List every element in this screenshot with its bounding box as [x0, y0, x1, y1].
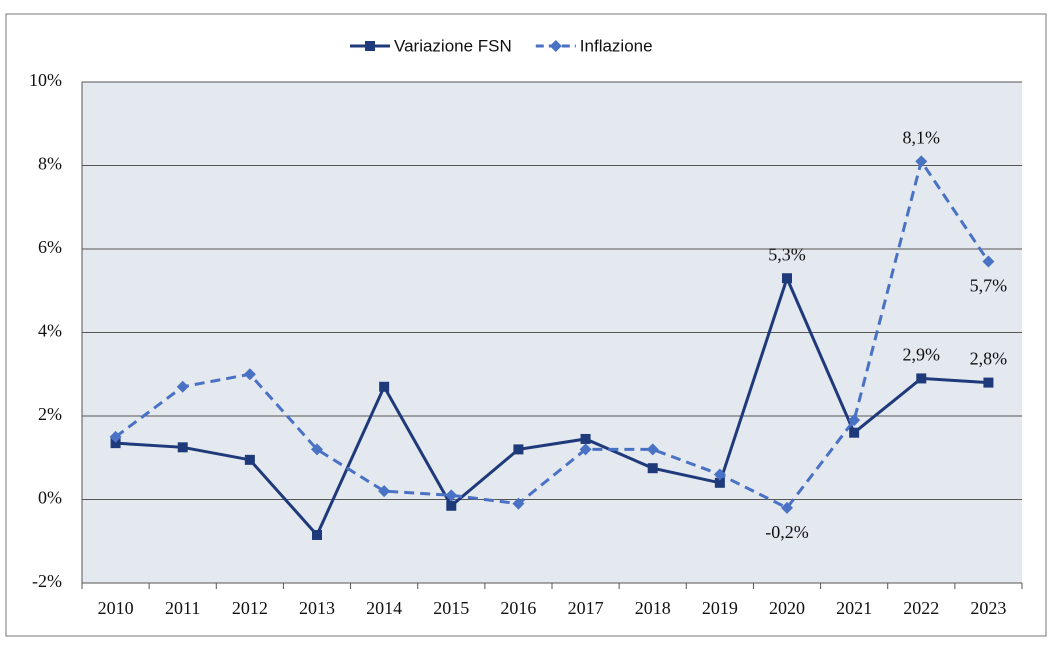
- marker: [781, 501, 793, 514]
- data-label: 8,1%: [903, 127, 941, 147]
- x-tick-label: 2018: [635, 598, 671, 618]
- marker: [110, 438, 121, 449]
- y-tick-label: 10%: [29, 70, 62, 90]
- marker: [445, 489, 458, 502]
- marker: [378, 485, 391, 498]
- x-tick-label: 2014: [366, 598, 402, 618]
- marker: [916, 373, 927, 384]
- x-tick-label: 2017: [568, 598, 604, 618]
- legend-label: Variazione FSN: [394, 36, 512, 55]
- series-line: [114, 157, 990, 510]
- marker: [982, 255, 995, 268]
- legend-marker: [365, 41, 375, 51]
- series-line: [115, 274, 989, 538]
- y-tick-label: 8%: [38, 154, 62, 174]
- marker: [379, 381, 390, 392]
- marker: [176, 380, 189, 393]
- x-tick-label: 2022: [903, 598, 939, 618]
- marker: [513, 444, 524, 455]
- marker: [915, 155, 928, 168]
- legend-label: Inflazione: [580, 36, 653, 55]
- x-tick-label: 2023: [970, 598, 1006, 618]
- marker: [647, 463, 658, 474]
- marker: [849, 427, 860, 438]
- marker: [109, 430, 122, 443]
- marker: [713, 468, 726, 481]
- marker: [579, 443, 592, 456]
- x-tick-label: 2020: [769, 598, 805, 618]
- marker: [446, 500, 457, 511]
- marker: [312, 529, 322, 540]
- data-label: 5,3%: [768, 244, 806, 264]
- marker: [646, 443, 659, 456]
- marker: [714, 477, 725, 488]
- y-tick-label: 0%: [38, 488, 62, 508]
- data-label: 5,7%: [970, 276, 1008, 296]
- marker: [243, 368, 256, 381]
- x-tick-label: 2013: [299, 598, 335, 618]
- marker: [512, 497, 525, 510]
- legend-marker: [549, 40, 562, 52]
- y-tick-label: -2%: [32, 571, 62, 591]
- x-tick-label: 2012: [232, 598, 268, 618]
- marker: [244, 454, 255, 465]
- marker: [848, 414, 861, 427]
- marker: [311, 443, 323, 456]
- data-label: -0,2%: [765, 522, 809, 542]
- x-tick-label: 2016: [500, 598, 536, 618]
- x-tick-label: 2011: [165, 598, 200, 618]
- x-tick-label: 2015: [433, 598, 469, 618]
- y-tick-label: 2%: [38, 404, 62, 424]
- marker: [983, 377, 994, 388]
- marker: [782, 273, 792, 284]
- marker: [177, 442, 188, 453]
- x-tick-label: 2019: [702, 598, 738, 618]
- y-tick-label: 6%: [38, 237, 62, 257]
- legend: Variazione FSN Inflazione: [350, 36, 653, 55]
- marker: [580, 433, 591, 444]
- x-tick-label: 2021: [836, 598, 872, 618]
- data-label: 2,8%: [970, 349, 1008, 369]
- data-label: 2,9%: [903, 345, 941, 365]
- x-tick-label: 2010: [98, 598, 134, 618]
- y-tick-label: 4%: [38, 321, 62, 341]
